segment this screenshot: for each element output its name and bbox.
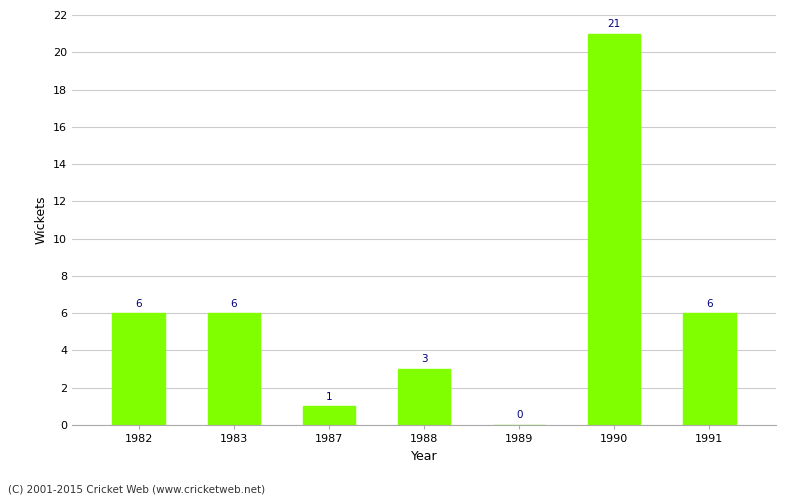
Text: 6: 6 [230,298,237,308]
X-axis label: Year: Year [410,450,438,462]
Bar [302,406,355,425]
Text: (C) 2001-2015 Cricket Web (www.cricketweb.net): (C) 2001-2015 Cricket Web (www.cricketwe… [8,485,265,495]
Text: 21: 21 [608,19,621,29]
Bar [113,313,165,425]
Text: 6: 6 [135,298,142,308]
Text: 0: 0 [516,410,522,420]
Bar [588,34,641,425]
Bar [207,313,260,425]
Text: 6: 6 [706,298,713,308]
Bar [683,313,735,425]
Y-axis label: Wickets: Wickets [34,196,47,244]
Text: 1: 1 [326,392,332,402]
Text: 3: 3 [421,354,427,364]
Bar [398,369,450,425]
